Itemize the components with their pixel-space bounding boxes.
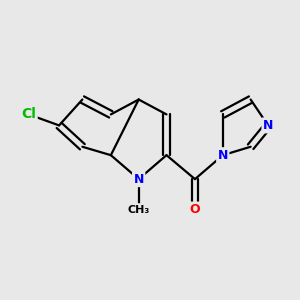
Text: N: N [263, 119, 273, 132]
Text: Cl: Cl [21, 107, 36, 122]
Text: N: N [218, 149, 228, 162]
Text: CH₃: CH₃ [128, 205, 150, 214]
Text: O: O [190, 203, 200, 216]
Text: N: N [134, 172, 144, 186]
